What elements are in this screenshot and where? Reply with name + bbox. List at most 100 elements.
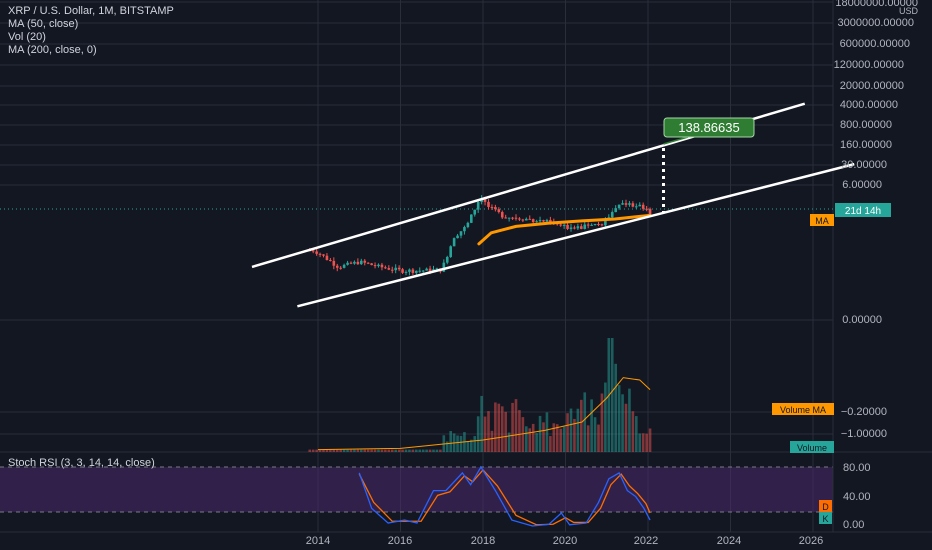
- candle-body: [356, 261, 360, 265]
- stoch-d-tag-bg: [819, 500, 832, 512]
- volume-bar: [466, 441, 470, 452]
- volume-bar: [318, 449, 322, 452]
- candle-body: [322, 254, 325, 256]
- stoch-d-tag-text: D: [822, 502, 829, 512]
- channel-lower-line[interactable]: [297, 162, 855, 308]
- candle-body: [521, 219, 525, 221]
- volume-bar: [562, 426, 566, 452]
- volume-bar: [353, 449, 356, 452]
- indicator-ma200-label[interactable]: MA (200, close, 0): [8, 44, 97, 56]
- price-tick: 120000.00000: [834, 59, 904, 71]
- candle-body: [342, 264, 346, 268]
- volume-bar: [573, 418, 576, 452]
- volume-bar: [329, 449, 332, 452]
- candle-body: [380, 264, 384, 268]
- candle-body: [624, 203, 628, 205]
- volume-bar: [621, 394, 624, 452]
- volume-bar: [580, 399, 583, 452]
- countdown-text: 21d 14h: [845, 206, 881, 217]
- volume-tick: −0.20000: [841, 406, 887, 418]
- candles: [308, 195, 652, 277]
- volume-bar: [569, 408, 573, 452]
- candle-body: [507, 217, 511, 219]
- volume-bar: [483, 416, 487, 452]
- volume-bar: [521, 417, 525, 452]
- candle-body: [566, 224, 569, 229]
- candle-body: [408, 269, 411, 272]
- price-tick: 600000.00000: [840, 38, 910, 50]
- time-axis[interactable]: 2014 2016 2018 2020 2022 2024 2026: [306, 535, 823, 547]
- time-tick: 2016: [388, 535, 412, 547]
- volume-bar: [363, 449, 367, 452]
- volume-bar: [590, 399, 593, 452]
- time-tick: 2020: [553, 535, 577, 547]
- candle-body: [339, 267, 342, 269]
- candle-body: [456, 235, 459, 239]
- volume-bar: [387, 449, 391, 452]
- volume-bar: [360, 449, 363, 452]
- candle-body: [490, 206, 494, 208]
- volume-bar: [380, 449, 384, 452]
- target-connector: [663, 136, 689, 145]
- volume-bar: [315, 449, 318, 452]
- candle-body: [325, 255, 329, 261]
- stoch-d-tag: D: [819, 500, 832, 512]
- volume-bar: [456, 435, 459, 452]
- volume-bar: [473, 436, 477, 452]
- candle-body: [363, 260, 367, 263]
- stoch-d-line: [358, 468, 651, 526]
- symbol-title[interactable]: XRP / U.S. Dollar, 1M, BITSTAMP: [8, 5, 174, 17]
- target-label-box: [663, 117, 755, 138]
- volume-bar: [504, 411, 507, 452]
- candle-body: [648, 208, 652, 215]
- candle-body: [590, 224, 593, 226]
- volume-bar: [645, 433, 648, 452]
- volume-bar: [490, 430, 494, 452]
- candle-body: [332, 260, 336, 266]
- volume-bar: [390, 449, 394, 452]
- volume-bar: [614, 363, 617, 452]
- candle-body: [404, 271, 408, 273]
- volume-bar: [617, 385, 621, 452]
- volume-bar: [476, 416, 480, 452]
- candle-body: [377, 264, 380, 267]
- candle-body: [518, 218, 521, 220]
- stoch-k-line: [358, 465, 651, 527]
- volume-bar: [494, 402, 497, 452]
- candle-body: [545, 219, 549, 222]
- time-tick: 2018: [471, 535, 495, 547]
- volume-bar: [514, 399, 518, 452]
- volume-bar: [339, 449, 342, 452]
- stoch-title[interactable]: Stoch RSI (3, 3, 14, 14, close): [8, 457, 155, 469]
- volume-bar: [421, 449, 425, 452]
- price-axis[interactable]: 18000000.00000 USD 3000000.00000 600000.…: [834, 0, 919, 191]
- candle-body: [449, 246, 452, 257]
- candle-body: [418, 270, 422, 272]
- volume-bar: [428, 449, 432, 452]
- candle-body: [318, 253, 322, 255]
- indicator-vol-label[interactable]: Vol (20): [8, 31, 46, 43]
- volume-bar: [641, 433, 645, 452]
- volume-bar: [408, 449, 411, 452]
- volume-bar: [566, 413, 569, 452]
- indicator-ma50-label[interactable]: MA (50, close): [8, 18, 78, 30]
- candle-body: [425, 268, 428, 271]
- volume-bar: [435, 449, 439, 452]
- ma-tag-bg: [810, 214, 834, 226]
- volume-bar: [349, 449, 353, 452]
- candle-body: [600, 224, 604, 226]
- candle-body: [580, 226, 583, 229]
- volume-bar: [356, 449, 360, 452]
- price-tick: 4000.00000: [840, 99, 898, 111]
- candle-body: [641, 204, 645, 209]
- candle-body: [463, 227, 466, 232]
- ma-tag: MA: [810, 214, 834, 226]
- stoch-tick: 80.00: [843, 462, 871, 474]
- target-label[interactable]: 138.86635: [663, 117, 755, 138]
- volume-bar: [597, 424, 600, 452]
- volume-bar: [576, 408, 580, 452]
- volume-bar: [397, 449, 401, 452]
- candle-body: [335, 265, 339, 268]
- candle-body: [593, 223, 597, 225]
